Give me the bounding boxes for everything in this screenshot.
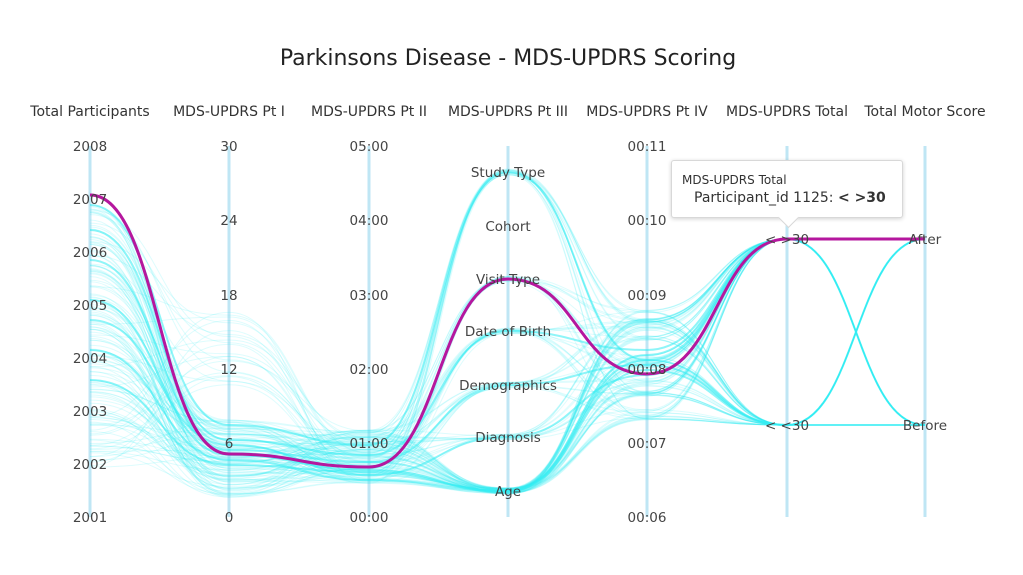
series-line xyxy=(89,214,925,491)
series-line xyxy=(89,174,925,446)
tick-label: 2007 xyxy=(73,192,107,208)
tooltip-value: < >30 xyxy=(837,190,886,206)
tick-label: 05:00 xyxy=(350,139,389,155)
tick-label: 00:08 xyxy=(628,362,667,378)
tick-label: 2008 xyxy=(73,139,107,155)
tick-label: Demographics xyxy=(459,378,557,394)
tick-label: 6 xyxy=(225,436,234,452)
tooltip-body: Participant_id 1125: < >30 xyxy=(682,190,892,206)
tick-label: 00:11 xyxy=(628,139,667,155)
tick-label: 00:09 xyxy=(628,288,667,304)
series-line xyxy=(89,237,926,493)
tick-label: After xyxy=(909,232,942,248)
series-line xyxy=(89,326,925,489)
axis-label-6[interactable]: MDS-UPDRS Total xyxy=(726,104,848,120)
tick-label: 02:00 xyxy=(350,362,389,378)
tooltip-label: Participant_id 1125: xyxy=(694,190,838,206)
tick-label: Age xyxy=(495,484,521,500)
tick-label: 2005 xyxy=(73,298,107,314)
tick-label: 00:06 xyxy=(628,510,667,526)
tick-label: 2004 xyxy=(73,351,107,367)
tick-label: Study Type xyxy=(471,165,545,181)
tick-label: < <30 xyxy=(765,418,809,434)
series-line xyxy=(89,172,925,480)
highlighted-series-line[interactable] xyxy=(89,193,925,469)
tick-label: 00:07 xyxy=(628,436,667,452)
axis-label-7[interactable]: Total Motor Score xyxy=(863,104,985,120)
axis-label-1[interactable]: Total Participants xyxy=(29,104,149,120)
axis-label-2[interactable]: MDS-UPDRS Pt I xyxy=(173,104,285,120)
tick-label: 2001 xyxy=(73,510,107,526)
tick-label: 00:10 xyxy=(628,213,667,229)
tick-label: Diagnosis xyxy=(475,430,541,446)
series-line xyxy=(89,173,925,484)
tick-label: 03:00 xyxy=(350,288,389,304)
series-line xyxy=(89,168,925,489)
tick-label: Visit Type xyxy=(476,272,540,288)
tooltip-title: MDS-UPDRS Total xyxy=(682,173,787,187)
tick-label: 24 xyxy=(220,213,237,229)
tick-label: Before xyxy=(903,418,947,434)
hover-tooltip: MDS-UPDRS Total Participant_id 1125: < >… xyxy=(671,160,903,218)
tick-label: 0 xyxy=(225,510,234,526)
tick-label: 12 xyxy=(220,362,237,378)
tick-label: 04:00 xyxy=(350,213,389,229)
tick-label: 2003 xyxy=(73,404,107,420)
tick-label: 2006 xyxy=(73,245,107,261)
tick-label: < >30 xyxy=(765,232,809,248)
tick-label: 01:00 xyxy=(350,436,389,452)
tick-label: Date of Birth xyxy=(465,324,551,340)
tick-label: 2002 xyxy=(73,457,107,473)
tick-label: 18 xyxy=(220,288,237,304)
tick-label: 00:00 xyxy=(350,510,389,526)
tick-label: Cohort xyxy=(485,219,530,235)
axis-label-3[interactable]: MDS-UPDRS Pt II xyxy=(311,104,427,120)
series-line xyxy=(89,238,925,494)
axis-label-5[interactable]: MDS-UPDRS Pt IV xyxy=(586,104,708,120)
axis-label-4[interactable]: MDS-UPDRS Pt III xyxy=(448,104,568,120)
chart-title: Parkinsons Disease - MDS-UPDRS Scoring xyxy=(280,46,736,71)
tick-label: 30 xyxy=(220,139,237,155)
